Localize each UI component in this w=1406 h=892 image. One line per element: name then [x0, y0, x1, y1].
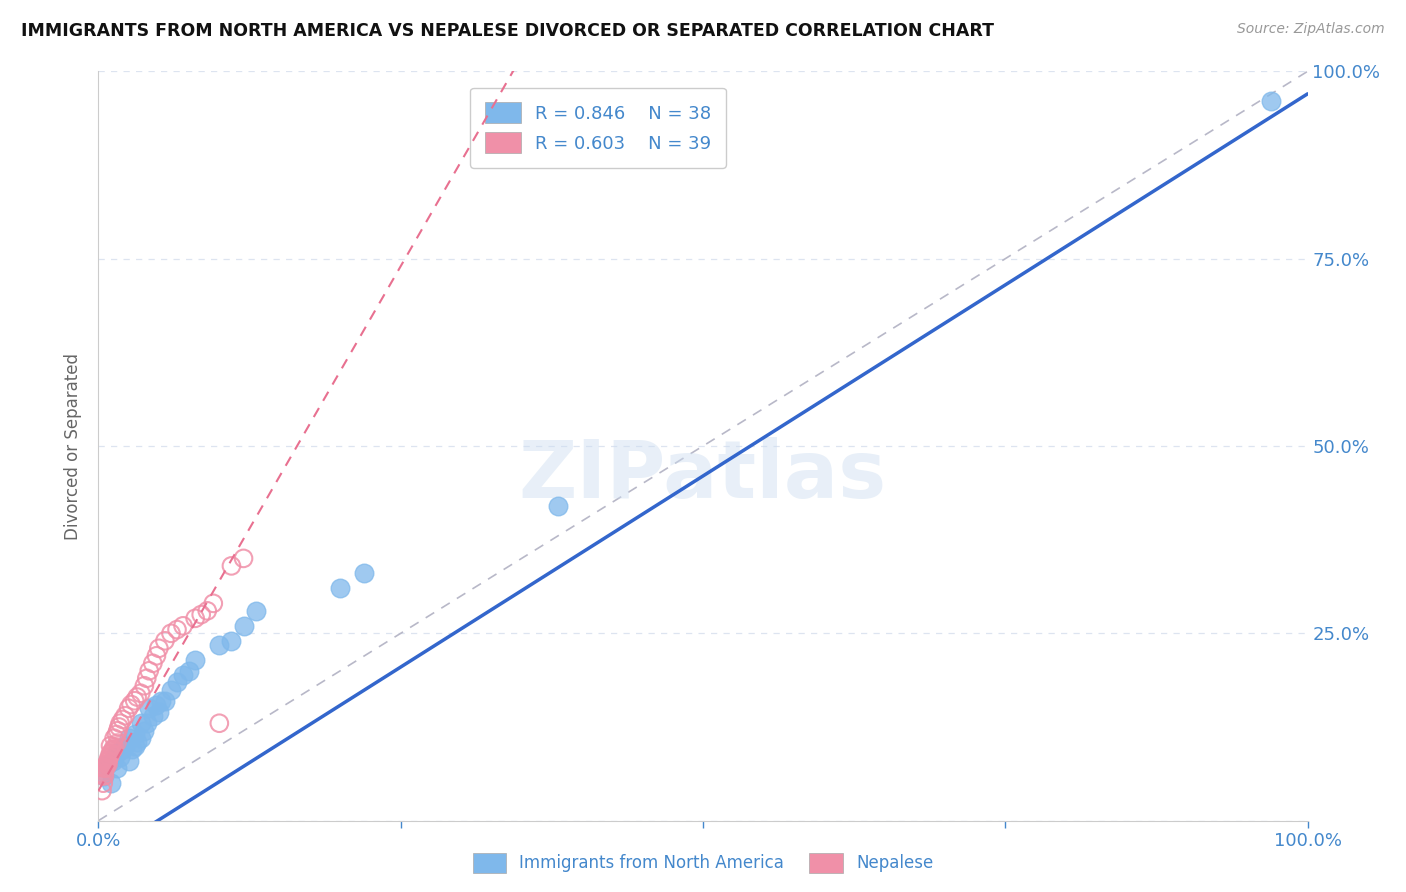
Point: [118, 754, 141, 768]
Point: [103, 731, 125, 746]
Point: [245, 604, 267, 618]
Point: [120, 698, 142, 712]
Point: [166, 623, 188, 637]
Point: [124, 694, 146, 708]
Point: [98, 750, 121, 764]
Point: [148, 705, 170, 719]
Point: [138, 664, 160, 678]
Point: [108, 750, 131, 764]
Point: [94, 761, 117, 775]
Point: [129, 731, 152, 746]
Point: [118, 731, 141, 746]
Point: [134, 723, 156, 738]
Point: [153, 694, 176, 708]
Point: [91, 761, 114, 775]
Point: [94, 757, 117, 772]
Point: [547, 499, 569, 513]
Point: [221, 558, 243, 573]
Point: [172, 619, 194, 633]
Point: [121, 742, 143, 756]
Point: [98, 750, 121, 764]
Legend: Immigrants from North America, Nepalese: Immigrants from North America, Nepalese: [467, 847, 939, 880]
Point: [100, 739, 122, 753]
Point: [166, 675, 188, 690]
Point: [91, 776, 114, 790]
Point: [97, 757, 120, 772]
Point: [105, 761, 128, 775]
Point: [184, 652, 207, 666]
Point: [101, 742, 124, 756]
Point: [202, 596, 225, 610]
Point: [111, 742, 134, 756]
Point: [129, 686, 152, 700]
Point: [96, 754, 118, 768]
Point: [160, 626, 183, 640]
Point: [153, 633, 176, 648]
Point: [91, 783, 114, 797]
Point: [208, 716, 231, 731]
Point: [103, 739, 125, 753]
Point: [105, 735, 128, 749]
Text: ZIPatlas: ZIPatlas: [519, 437, 887, 515]
Point: [100, 746, 122, 760]
Point: [101, 754, 124, 768]
Point: [329, 582, 352, 596]
Point: [135, 671, 157, 685]
Point: [353, 566, 375, 581]
Point: [127, 690, 149, 704]
Point: [124, 739, 146, 753]
Point: [105, 746, 128, 760]
Y-axis label: Divorced or Separated: Divorced or Separated: [65, 352, 83, 540]
Point: [232, 619, 254, 633]
Point: [195, 604, 218, 618]
Point: [1260, 95, 1282, 109]
Point: [135, 716, 157, 731]
Point: [172, 667, 194, 681]
Point: [111, 713, 134, 727]
Point: [105, 727, 128, 741]
Point: [93, 769, 115, 783]
Point: [100, 776, 122, 790]
Point: [160, 682, 183, 697]
Point: [107, 723, 129, 738]
Text: Source: ZipAtlas.com: Source: ZipAtlas.com: [1237, 22, 1385, 37]
Point: [129, 716, 152, 731]
Point: [221, 633, 243, 648]
Point: [190, 607, 212, 622]
Point: [91, 769, 114, 783]
Point: [96, 757, 118, 772]
Point: [134, 679, 156, 693]
Point: [142, 657, 165, 671]
Point: [108, 720, 131, 734]
Point: [114, 708, 136, 723]
Point: [145, 698, 167, 712]
Point: [124, 727, 146, 741]
Point: [127, 735, 149, 749]
Point: [179, 664, 201, 678]
Point: [208, 638, 231, 652]
Point: [100, 746, 122, 760]
Point: [97, 754, 120, 768]
Point: [148, 641, 170, 656]
Point: [150, 694, 173, 708]
Point: [108, 716, 131, 731]
Point: [145, 648, 167, 663]
Point: [93, 764, 115, 779]
Point: [97, 757, 120, 772]
Text: IMMIGRANTS FROM NORTH AMERICA VS NEPALESE DIVORCED OR SEPARATED CORRELATION CHAR: IMMIGRANTS FROM NORTH AMERICA VS NEPALES…: [21, 22, 994, 40]
Point: [142, 708, 165, 723]
Point: [184, 611, 207, 625]
Point: [93, 769, 115, 783]
Point: [101, 742, 124, 756]
Point: [138, 701, 160, 715]
Legend: R = 0.846    N = 38, R = 0.603    N = 39: R = 0.846 N = 38, R = 0.603 N = 39: [470, 88, 725, 168]
Point: [118, 701, 141, 715]
Point: [114, 739, 136, 753]
Point: [232, 551, 254, 566]
